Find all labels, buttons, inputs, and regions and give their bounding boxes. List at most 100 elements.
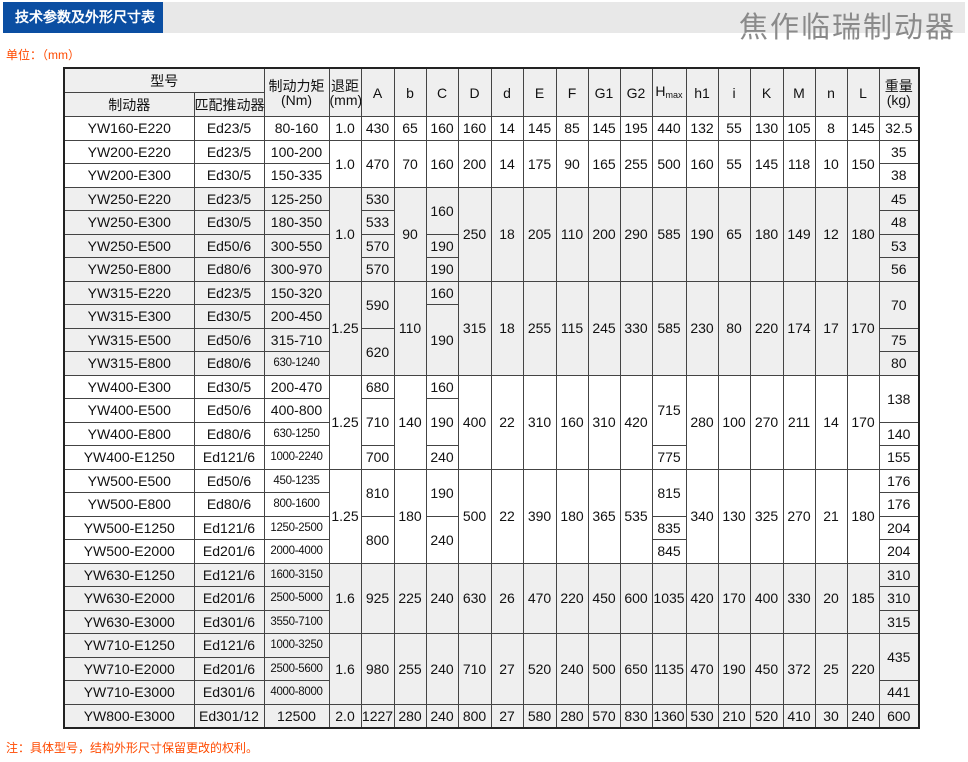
table-cell: 110 [393,280,427,376]
table-cell: 138 [878,374,920,423]
table-cell: 8 [814,116,848,141]
table-cell: 190 [425,304,459,376]
model-cell: YW800-E3000 [63,703,195,729]
table-cell: 211 [782,374,816,470]
model-cell: YW200-E220 [63,139,195,164]
header-actuator: 匹配推动器 [193,92,265,117]
table-cell: 145 [846,116,880,141]
header-C: C [425,67,459,117]
header-torque: 制动力矩 (Nm) [263,67,330,117]
actuator-cell: Ed30/5 [193,304,265,329]
actuator-cell: Ed80/6 [193,257,265,282]
table-cell: 105 [782,116,816,141]
table-cell: 310 [878,562,920,587]
table-cell: 1135 [651,633,687,705]
table-cell: 710 [360,398,395,446]
table-cell: 700 [360,445,395,470]
table-cell: 1035 [651,562,687,634]
table-cell: 160 [457,116,492,141]
table-cell: 330 [782,562,816,634]
table-cell: 1.0 [328,139,362,188]
table-cell: 80 [878,351,920,376]
table-cell: 300-550 [263,233,330,258]
table-cell: 20 [814,562,848,634]
table-cell: 535 [619,468,653,564]
brand-watermark: 焦作临瑞制动器 [738,10,956,44]
table-cell: 48 [878,210,920,235]
header-brake: 制动器 [63,92,195,117]
table-cell: 240 [555,633,589,705]
table-cell: 441 [878,680,920,705]
table-cell: 270 [782,468,816,564]
table-cell: 205 [522,186,557,282]
table-cell: 180 [846,186,880,282]
actuator-cell: Ed50/6 [193,327,265,352]
actuator-cell: Ed301/12 [193,703,265,729]
table-cell: 75 [878,327,920,352]
table-row: YW160-E220 Ed23/5 80-160 1.0 430 65 160 160 14 14… [63,116,920,141]
header-E: E [522,67,557,117]
table-cell: 21 [814,468,848,564]
table-cell: 140 [393,374,427,470]
table-cell: 600 [619,562,653,634]
table-cell: 14 [490,139,524,188]
table-cell: 1.25 [328,374,362,470]
actuator-cell: Ed201/6 [193,656,265,681]
table-row: YW500-E1250 Ed121/6 1250-2500 800 240 835 204 [63,515,920,564]
table-cell: 225 [393,562,427,634]
table-cell: 1250-2500 [263,515,330,540]
table-cell: 600 [878,703,920,729]
table-cell: 160 [425,116,459,141]
table-cell: 100-200 [263,139,330,164]
header-G2: G2 [619,67,653,117]
table-cell: 149 [782,186,816,282]
table-cell: 1000-3250 [263,633,330,658]
table-cell: 180 [555,468,589,564]
table-cell: 90 [393,186,427,282]
table-cell: 450 [587,562,621,634]
actuator-cell: Ed301/6 [193,680,265,705]
table-cell: 25 [814,633,848,705]
table-row: YW400-E800 Ed80/6 630-1250 140 [63,421,920,446]
table-cell: 170 [846,280,880,376]
model-cell: YW160-E220 [63,116,195,141]
table-cell: 410 [782,703,816,729]
table-cell: 420 [685,562,719,634]
table-cell: 53 [878,233,920,258]
table-cell: 1.0 [328,186,362,282]
table-row: YW400-E1250 Ed121/6 1000-2240 700 240 775 155 [63,445,920,470]
table-cell: 800 [457,703,492,729]
actuator-cell: Ed121/6 [193,633,265,658]
table-cell: 220 [555,562,589,634]
header-L: L [846,67,880,117]
spec-table: 型号 制动力矩 (Nm) 退距 (mm) A b C D d E F G1 G2 H… [63,67,920,729]
table-cell: 80-160 [263,116,330,141]
table-cell: 3550-7100 [263,609,330,634]
actuator-cell: Ed30/5 [193,374,265,399]
model-cell: YW250-E800 [63,257,195,282]
table-cell: 530 [360,186,395,211]
header-K: K [749,67,784,117]
table-cell: 174 [782,280,816,376]
unit-label: 单位：（mm） [6,48,80,62]
table-cell: 1.6 [328,633,362,705]
table-cell: 190 [685,186,719,282]
table-cell: 190 [425,257,459,282]
table-cell: 220 [846,633,880,705]
model-cell: YW315-E300 [63,304,195,329]
table-cell: 1227 [360,703,395,729]
table-cell: 300-970 [263,257,330,282]
table-cell: 176 [878,492,920,517]
table-cell: 2500-5600 [263,656,330,681]
table-cell: 390 [522,468,557,564]
actuator-cell: Ed121/6 [193,445,265,470]
table-cell: 420 [619,374,653,470]
model-cell: YW315-E800 [63,351,195,376]
table-cell: 175 [522,139,557,188]
table-cell: 210 [717,703,751,729]
table-cell: 30 [814,703,848,729]
table-cell: 430 [360,116,395,141]
table-cell: 775 [651,445,687,470]
table-cell: 585 [651,280,687,376]
table-cell: 470 [522,562,557,634]
